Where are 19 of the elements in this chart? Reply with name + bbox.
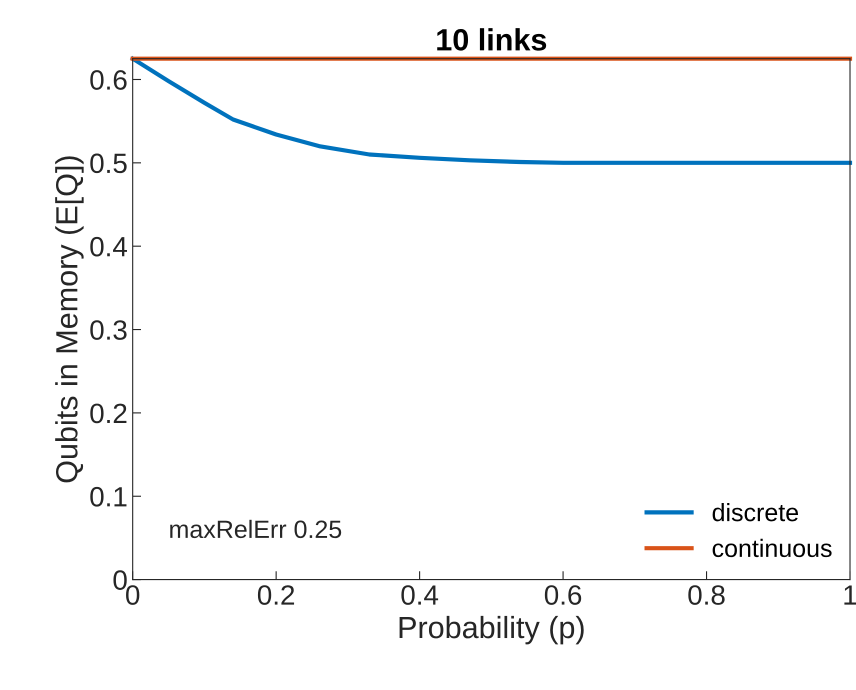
x-tick-label: 0: [126, 585, 140, 605]
y-tick-label: 0.3: [90, 320, 127, 340]
y-tick-label: 0.6: [90, 70, 127, 90]
x-tick-label: 1: [844, 585, 856, 605]
y-tick-label: 0.2: [90, 404, 126, 424]
x-tick-label: 0.8: [688, 585, 725, 605]
chart-title: 10 links: [437, 28, 546, 51]
x-tick-label: 0.4: [401, 585, 438, 605]
y-tick-label: 0: [113, 570, 127, 590]
x-tick-label: 0.6: [544, 585, 582, 605]
y-axis-title: Qubits in Memory (E[Q]): [55, 156, 84, 482]
annotation: maxRelErr 0.25: [170, 520, 342, 538]
y-tick-label: 0.1: [90, 486, 126, 507]
y-tick-label: 0.4: [90, 236, 128, 257]
legend-label: continuous: [712, 538, 832, 558]
y-tick-label: 0.5: [90, 154, 127, 174]
x-tick-label: 0.2: [258, 585, 294, 605]
legend-label: discrete: [712, 502, 798, 522]
x-axis-title: Probability (p): [400, 616, 584, 644]
